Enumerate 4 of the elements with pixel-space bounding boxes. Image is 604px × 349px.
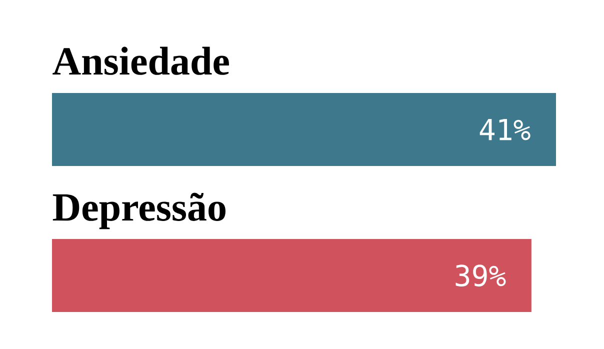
y-tick-label: Depressão [52, 192, 226, 230]
data-label: 41% [480, 118, 530, 140]
data-label: 39% [456, 264, 506, 287]
y-tick-label: Ansiedade [52, 46, 229, 75]
